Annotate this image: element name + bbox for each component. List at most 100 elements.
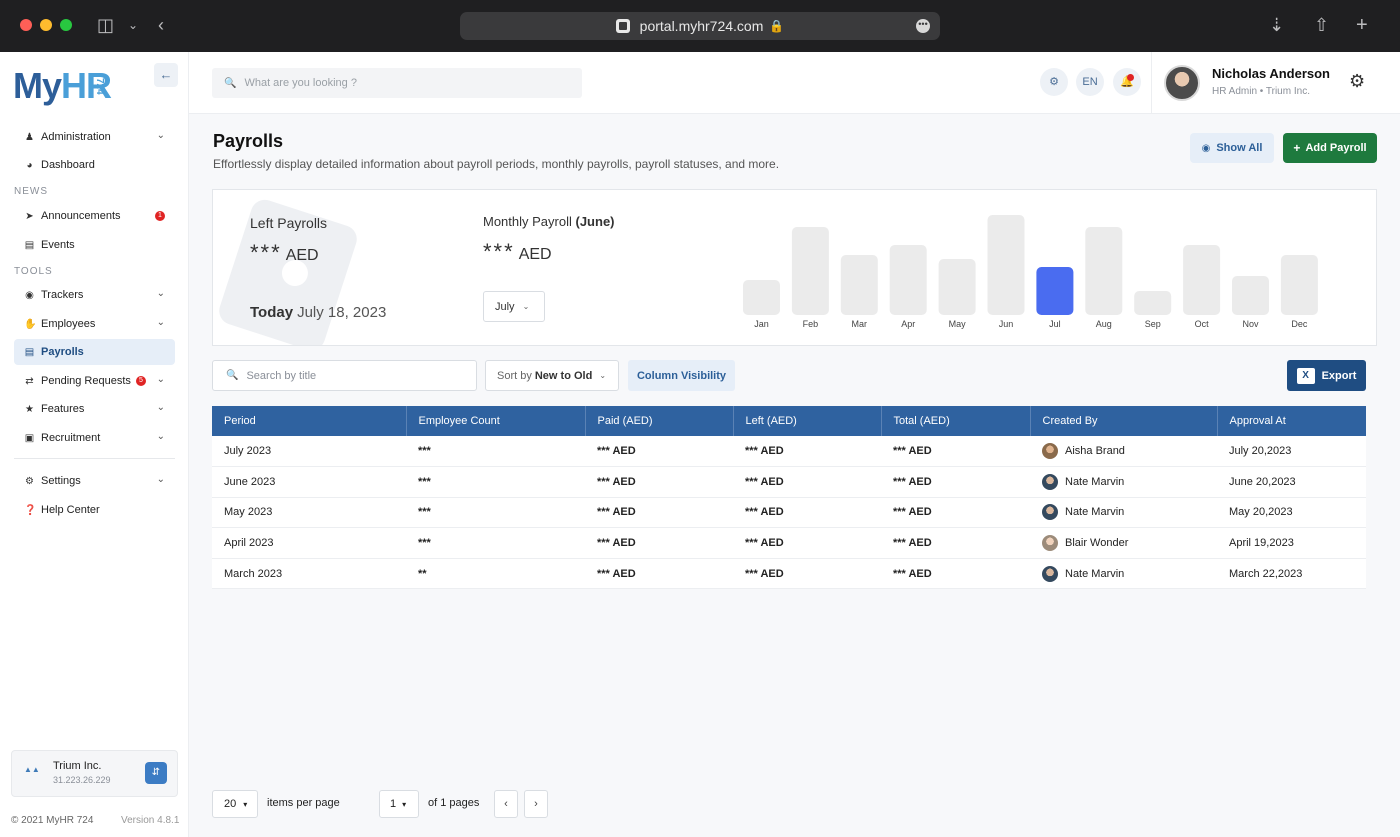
sidebar-item-pending-requests[interactable]: ⇄ Pending Requests 5 ⌄ bbox=[25, 374, 165, 387]
sidebar-item-announcements[interactable]: ➤ Announcements 1 bbox=[14, 203, 175, 229]
sidebar-item-settings[interactable]: ⚙ Settings ⌄ bbox=[25, 474, 165, 487]
switch-company-button[interactable]: ⇵ bbox=[145, 762, 167, 784]
plus-icon: + bbox=[1293, 141, 1301, 155]
collapse-sidebar-button[interactable]: ← bbox=[154, 63, 178, 87]
title-search[interactable]: 🔍 bbox=[212, 360, 477, 391]
export-button[interactable]: X Export bbox=[1287, 360, 1366, 391]
maximize-window-button[interactable] bbox=[60, 19, 72, 31]
items-per-page-select[interactable]: 20 ▾ bbox=[212, 790, 258, 818]
page-count-label: of 1 pages bbox=[428, 797, 480, 809]
bar-sep[interactable] bbox=[1134, 291, 1172, 315]
column-visibility-button[interactable]: Column Visibility bbox=[628, 360, 735, 391]
tick-label-jul: Jul bbox=[1049, 319, 1061, 329]
tick-label-nov: Nov bbox=[1242, 319, 1259, 329]
tick-label-oct: Oct bbox=[1195, 319, 1210, 329]
user-name: Nicholas Anderson bbox=[1212, 66, 1330, 81]
title-search-input[interactable] bbox=[246, 369, 467, 382]
bar-may[interactable] bbox=[938, 259, 976, 315]
settings-gear-icon[interactable]: ⚙ bbox=[1349, 71, 1366, 91]
table-row[interactable]: March 2023 ** *** AED *** AED *** AED Na… bbox=[212, 558, 1366, 590]
table-header-row: Period Employee Count Paid (AED) Left (A… bbox=[212, 406, 1366, 436]
table-row[interactable]: April 2023 *** *** AED *** AED *** AED B… bbox=[212, 527, 1366, 559]
copyright: © 2021 MyHR 724 bbox=[11, 815, 94, 826]
notifications-button[interactable]: 🔔 bbox=[1113, 68, 1141, 96]
cell-approval-at: April 19,2023 bbox=[1217, 527, 1366, 559]
column-header-period[interactable]: Period bbox=[212, 406, 407, 436]
column-header-left[interactable]: Left (AED) bbox=[733, 406, 882, 436]
gear-icon: ⚙ bbox=[25, 475, 34, 487]
minimize-window-button[interactable] bbox=[40, 19, 52, 31]
chevron-down-icon: ⌄ bbox=[599, 371, 607, 380]
chevron-down-icon: ⌄ bbox=[156, 431, 165, 442]
download-icon[interactable]: ⇣ bbox=[1269, 15, 1285, 35]
chevron-down-icon[interactable]: ⌄ bbox=[128, 18, 139, 32]
column-header-paid[interactable]: Paid (AED) bbox=[585, 406, 734, 436]
prev-page-button[interactable]: ‹ bbox=[494, 790, 518, 818]
payroll-stats-card: Left Payrolls *** AED Today July 18, 2023 … bbox=[212, 189, 1377, 346]
avatar bbox=[1042, 565, 1058, 582]
bar-nov[interactable] bbox=[1232, 276, 1269, 315]
sort-dropdown[interactable]: Sort by New to Old ⌄ bbox=[485, 360, 619, 391]
section-news: NEWS bbox=[14, 186, 48, 197]
bar-jan[interactable] bbox=[743, 280, 780, 315]
cell-total: *** AED bbox=[881, 436, 1030, 468]
payroll-icon: ▤ bbox=[24, 346, 35, 358]
bar-dec[interactable] bbox=[1280, 255, 1318, 315]
global-search[interactable]: 🔍 bbox=[212, 68, 582, 98]
tick-label-jun: Jun bbox=[999, 319, 1014, 329]
sidebar-item-help-center[interactable]: ❓ Help Center bbox=[24, 504, 100, 516]
bar-mar[interactable] bbox=[840, 255, 878, 315]
url-text: portal.myhr724.com bbox=[639, 18, 764, 34]
page-select[interactable]: 1 ▾ bbox=[379, 790, 419, 818]
sidebar-item-recruitment[interactable]: ▣ Recruitment ⌄ bbox=[24, 431, 165, 444]
show-all-button[interactable]: ◉ Show All bbox=[1190, 133, 1274, 163]
avatar bbox=[1042, 504, 1058, 521]
chevron-down-icon: ⌄ bbox=[156, 474, 165, 485]
new-tab-icon[interactable]: + bbox=[1356, 14, 1368, 36]
sidebar-item-events[interactable]: ▤ Events bbox=[24, 239, 75, 251]
sidebar-item-employees[interactable]: ✋ Employees ⌄ bbox=[24, 317, 165, 330]
bar-aug[interactable] bbox=[1085, 227, 1123, 315]
cell-created-by: Nate Marvin bbox=[1030, 558, 1217, 590]
column-header-approval-at[interactable]: Approval At bbox=[1217, 406, 1366, 436]
user-avatar[interactable] bbox=[1164, 65, 1200, 101]
table-row[interactable]: May 2023 *** *** AED *** AED *** AED Nat… bbox=[212, 497, 1366, 529]
bar-feb[interactable] bbox=[791, 227, 829, 315]
cell-period: May 2023 bbox=[212, 497, 406, 529]
sidebar-item-dashboard[interactable]: ◕ Dashboard bbox=[14, 152, 175, 178]
column-header-employee-count[interactable]: Employee Count bbox=[406, 406, 586, 436]
company-name: Trium Inc. bbox=[53, 760, 102, 772]
add-payroll-button[interactable]: + Add Payroll bbox=[1283, 133, 1377, 163]
month-select[interactable]: July ⌄ bbox=[483, 291, 545, 322]
sidebar-toggle-icon[interactable]: ◫ bbox=[97, 15, 115, 35]
sidebar-item-payrolls[interactable]: ▤ Payrolls bbox=[14, 339, 175, 365]
back-icon[interactable]: ‹ bbox=[158, 15, 164, 35]
column-header-created-by[interactable]: Created By bbox=[1030, 406, 1218, 436]
table-row[interactable]: July 2023 *** *** AED *** AED *** AED Ai… bbox=[212, 436, 1366, 468]
address-bar[interactable]: portal.myhr724.com 🔒 ••• bbox=[460, 12, 940, 40]
language-button[interactable]: EN bbox=[1076, 68, 1104, 96]
sidebar-item-administration[interactable]: ♟ Administration ⌄ bbox=[25, 130, 165, 143]
sidebar-item-trackers[interactable]: ◉ Trackers ⌄ bbox=[25, 288, 165, 301]
share-icon[interactable]: ⇧ bbox=[1314, 15, 1330, 35]
next-page-button[interactable]: › bbox=[524, 790, 548, 818]
cell-approval-at: June 20,2023 bbox=[1217, 466, 1366, 498]
cell-created-by: Nate Marvin bbox=[1030, 497, 1217, 529]
bug-report-button[interactable]: ⚙ bbox=[1040, 68, 1068, 96]
bar-jun[interactable] bbox=[987, 215, 1025, 315]
close-window-button[interactable] bbox=[20, 19, 32, 31]
global-search-input[interactable] bbox=[244, 77, 565, 89]
cell-left: *** AED bbox=[733, 436, 881, 468]
user-role: HR Admin • Trium Inc. bbox=[1212, 86, 1310, 97]
bar-jul[interactable] bbox=[1036, 267, 1074, 315]
column-header-total[interactable]: Total (AED) bbox=[881, 406, 1031, 436]
table-row[interactable]: June 2023 *** *** AED *** AED *** AED Na… bbox=[212, 466, 1366, 498]
bar-oct[interactable] bbox=[1183, 245, 1221, 315]
tick-label-may: May bbox=[949, 319, 967, 329]
more-icon[interactable]: ••• bbox=[916, 19, 930, 33]
sidebar-item-features[interactable]: ★ Features ⌄ bbox=[25, 402, 165, 415]
cell-approval-at: May 20,2023 bbox=[1217, 497, 1366, 529]
announcements-badge: 1 bbox=[155, 211, 165, 221]
company-switcher[interactable]: ▲▲ Trium Inc. 31.223.26.229 ⇵ bbox=[11, 750, 178, 797]
bar-apr[interactable] bbox=[889, 245, 927, 315]
